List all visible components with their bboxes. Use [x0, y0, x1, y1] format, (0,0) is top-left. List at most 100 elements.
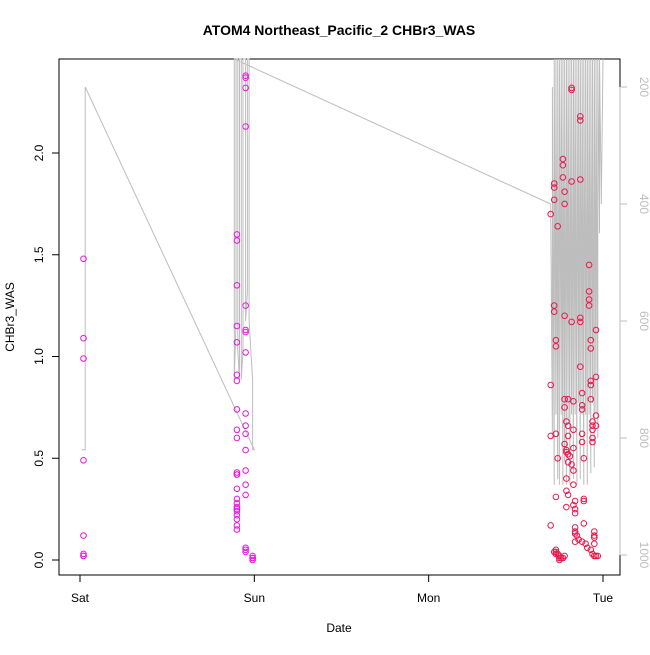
- profile-line: [81, 58, 604, 485]
- data-point: [550, 180, 558, 187]
- data-point: [242, 326, 249, 334]
- data-point: [577, 113, 584, 120]
- data-point: [233, 522, 241, 529]
- data-point: [249, 556, 256, 564]
- data-point: [563, 418, 570, 425]
- data-point: [589, 426, 596, 434]
- data-point: [233, 426, 241, 434]
- data-point: [242, 84, 249, 92]
- data-point: [591, 540, 598, 548]
- data-point: [589, 434, 596, 442]
- data-point: [591, 532, 598, 539]
- data-point: [578, 430, 586, 438]
- data-point: [568, 318, 575, 326]
- data-point: [242, 422, 249, 430]
- data-point: [233, 339, 241, 346]
- data-point: [580, 455, 588, 462]
- data-point: [571, 538, 579, 546]
- data-point: [556, 556, 563, 564]
- data-point: [582, 540, 589, 548]
- data-point: [242, 123, 249, 130]
- data-point: [570, 444, 577, 452]
- right-tick-label: 1000: [637, 542, 650, 569]
- data-point: [568, 178, 575, 185]
- data-point: [561, 200, 568, 208]
- y-tick-label: 0.5: [32, 450, 46, 467]
- data-point: [233, 503, 241, 511]
- data-point: [571, 530, 579, 537]
- data-point: [587, 345, 595, 352]
- data-point: [575, 536, 582, 543]
- data-point: [563, 446, 570, 454]
- data-point: [564, 459, 572, 466]
- data-point: [589, 418, 596, 425]
- right-tick-label: 600: [637, 311, 650, 331]
- data-point: [552, 550, 560, 558]
- data-point: [80, 532, 87, 539]
- x-tick-label: Mon: [417, 591, 440, 605]
- data-point: [570, 481, 577, 489]
- data-point: [233, 511, 241, 519]
- data-point: [233, 471, 241, 478]
- data-point: [584, 544, 591, 552]
- data-point: [561, 440, 568, 448]
- data-point: [578, 406, 586, 413]
- data-point: [242, 410, 249, 417]
- right-axis: 200 400 600 800 1000: [619, 77, 650, 569]
- data-point: [563, 503, 570, 511]
- data-point: [577, 363, 584, 371]
- data-point: [587, 381, 595, 389]
- data-point: [580, 495, 588, 503]
- data-point: [554, 455, 562, 462]
- data-point: [242, 328, 249, 336]
- data-point: [559, 174, 567, 181]
- data-point: [233, 485, 241, 493]
- data-point: [571, 505, 579, 513]
- x-tick-label: Sun: [244, 591, 265, 605]
- data-point: [554, 223, 562, 230]
- data-point: [577, 318, 584, 326]
- data-point: [578, 402, 586, 409]
- data-point: [578, 389, 586, 397]
- data-point: [570, 398, 577, 405]
- data-point: [571, 528, 579, 535]
- data-point: [587, 395, 595, 403]
- data-point: [233, 231, 241, 238]
- data-point: [80, 334, 87, 342]
- data-point: [233, 406, 241, 413]
- data-point: [80, 255, 87, 263]
- data-point: [233, 377, 241, 385]
- data-point: [559, 554, 567, 562]
- data-point: [568, 86, 575, 94]
- y-tick-label: 0.0: [32, 551, 46, 568]
- data-point: [550, 196, 558, 204]
- data-point: [552, 493, 560, 501]
- data-point: [573, 532, 581, 539]
- x-tick-label: Tue: [593, 591, 614, 605]
- data-point: [570, 467, 577, 474]
- data-point: [568, 84, 575, 92]
- data-point: [561, 395, 568, 403]
- data-point: [592, 373, 600, 381]
- data-point: [561, 188, 568, 195]
- data-point: [564, 432, 572, 440]
- data-point: [592, 412, 600, 419]
- data-point: [561, 312, 568, 320]
- data-point: [577, 117, 584, 124]
- data-point: [242, 74, 249, 81]
- data-point: [554, 550, 562, 558]
- data-point: [233, 322, 241, 330]
- data-point: [233, 434, 241, 442]
- data-point: [80, 550, 87, 558]
- data-point: [563, 475, 570, 482]
- data-point: [592, 422, 600, 430]
- data-point: [242, 72, 249, 79]
- data-point: [591, 534, 598, 541]
- data-point: [568, 461, 575, 468]
- data-point: [552, 546, 560, 554]
- data-point: [587, 336, 595, 344]
- data-point: [577, 314, 584, 322]
- data-point: [233, 282, 241, 289]
- data-point: [577, 176, 584, 183]
